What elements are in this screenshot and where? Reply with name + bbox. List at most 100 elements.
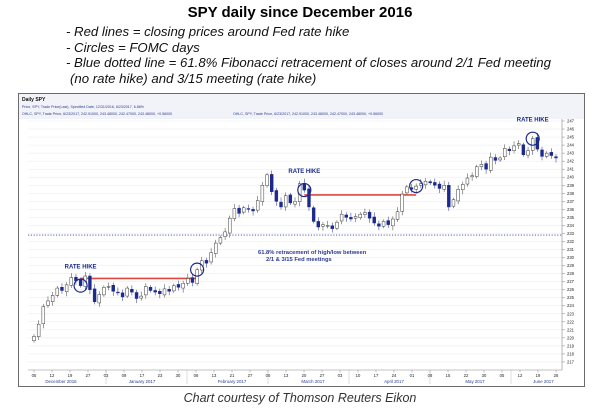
candle-body bbox=[330, 225, 334, 229]
x-tick-label: 27 bbox=[248, 373, 253, 378]
candle-body bbox=[55, 287, 59, 296]
candle-body bbox=[36, 323, 41, 337]
candle-body bbox=[69, 277, 73, 286]
x-tick-label: 30 bbox=[482, 373, 487, 378]
x-tick-label: 23 bbox=[158, 373, 163, 378]
candle-body bbox=[106, 286, 111, 288]
y-tick-label: 228 bbox=[567, 271, 575, 276]
candle-body bbox=[120, 292, 125, 298]
rate-hike-label: RATE HIKE bbox=[65, 265, 97, 271]
y-tick-label: 242 bbox=[567, 159, 575, 164]
price-chart: Daily SPY Price, SPY, Trade Price(Last),… bbox=[18, 93, 585, 387]
candle-body bbox=[223, 231, 227, 237]
candle-body bbox=[475, 166, 479, 177]
y-tick-label: 223 bbox=[567, 311, 575, 316]
x-tick-label: 15 bbox=[446, 373, 451, 378]
x-month-label: March 2017 bbox=[301, 379, 325, 384]
x-month-label: April 2017 bbox=[384, 379, 404, 384]
y-tick-label: 218 bbox=[567, 351, 575, 356]
candle-body bbox=[367, 211, 372, 219]
candle-body bbox=[41, 306, 46, 325]
grid-layer bbox=[28, 120, 562, 363]
candle-body bbox=[349, 217, 353, 220]
candle-body bbox=[181, 283, 185, 289]
candle-body bbox=[60, 287, 64, 291]
candle-body bbox=[214, 242, 218, 254]
y-tick-label: 243 bbox=[567, 151, 575, 156]
candle-body bbox=[97, 294, 101, 304]
y-tick-label: 231 bbox=[567, 247, 575, 252]
candle-body bbox=[102, 287, 106, 296]
candle-body bbox=[493, 157, 498, 161]
candle-body bbox=[293, 201, 297, 205]
y-tick-label: 241 bbox=[567, 167, 575, 172]
y-tick-label: 234 bbox=[567, 223, 575, 228]
fomc-circle bbox=[190, 262, 205, 277]
y-tick-label: 222 bbox=[567, 319, 575, 324]
candle-body bbox=[335, 221, 339, 229]
fomc-circle bbox=[409, 178, 424, 194]
y-tick-label: 229 bbox=[567, 263, 575, 268]
candle-body bbox=[172, 285, 176, 292]
note-fib-line: - Blue dotted line = 61.8% Fibonacci ret… bbox=[66, 55, 551, 70]
candle-body bbox=[395, 211, 400, 220]
y-tick-label: 235 bbox=[567, 215, 575, 220]
fib-label-line-1: 61.8% retracement of high/low between bbox=[258, 250, 367, 256]
x-tick-label: 22 bbox=[464, 373, 469, 378]
candle-body bbox=[498, 157, 502, 161]
candle-body bbox=[307, 188, 311, 208]
candle-body bbox=[283, 195, 288, 208]
candle-body bbox=[353, 216, 358, 219]
note-circles: - Circles = FOMC days bbox=[66, 39, 200, 55]
candle-body bbox=[442, 185, 446, 190]
candle-body bbox=[167, 289, 171, 292]
candle-body bbox=[232, 208, 237, 219]
y-axis: 217 218 219 220 221 222 223 224 225 226 227 228 229 2… bbox=[561, 119, 575, 370]
candle-body bbox=[479, 164, 484, 168]
candle-body bbox=[461, 184, 465, 190]
x-tick-label: 30 bbox=[176, 373, 181, 378]
candle-body bbox=[218, 237, 223, 244]
note-fib-line-cont: (no rate hike) and 3/15 meeting (rate hi… bbox=[70, 70, 317, 86]
candle-body bbox=[526, 150, 530, 156]
candle-body bbox=[447, 185, 451, 208]
x-tick-label: 20 bbox=[302, 373, 307, 378]
candle-body bbox=[381, 221, 386, 227]
candle-body bbox=[111, 285, 115, 292]
candle-body bbox=[554, 156, 558, 159]
x-tick-label: 12 bbox=[518, 373, 523, 378]
candle-body bbox=[321, 224, 325, 227]
candle-body bbox=[325, 225, 330, 227]
candle-body bbox=[270, 174, 274, 192]
candle-body bbox=[363, 212, 367, 215]
candle-body bbox=[544, 152, 549, 157]
y-tick-label: 230 bbox=[567, 255, 575, 260]
y-tick-label: 237 bbox=[567, 199, 575, 204]
y-tick-label: 238 bbox=[567, 191, 575, 196]
candle-body bbox=[451, 199, 456, 207]
candle-body bbox=[92, 288, 97, 302]
candle-body bbox=[503, 148, 507, 157]
x-tick-label: 06 bbox=[266, 373, 271, 378]
page-title: SPY daily since December 2016 bbox=[187, 4, 413, 21]
note-red-lines: - Red lines = closing prices around Fed … bbox=[66, 24, 350, 39]
candle-body bbox=[372, 216, 376, 224]
candle-body bbox=[428, 181, 432, 184]
candle-body bbox=[437, 183, 442, 189]
y-tick-label: 247 bbox=[567, 119, 575, 124]
candle-body bbox=[46, 300, 50, 306]
candle-body bbox=[456, 189, 460, 202]
x-tick-label: 13 bbox=[212, 373, 217, 378]
candle-body bbox=[465, 177, 470, 185]
x-tick-label: 17 bbox=[140, 373, 145, 378]
fomc-circle bbox=[73, 278, 88, 293]
candle-body bbox=[32, 336, 36, 341]
y-tick-label: 220 bbox=[567, 335, 575, 340]
candle-body bbox=[246, 208, 251, 210]
y-tick-label: 233 bbox=[567, 231, 575, 236]
x-tick-label: 06 bbox=[194, 373, 199, 378]
chart-header-bar bbox=[19, 94, 584, 119]
candle-body bbox=[134, 292, 139, 299]
chart-frame bbox=[18, 93, 585, 387]
candle-body bbox=[251, 209, 255, 212]
